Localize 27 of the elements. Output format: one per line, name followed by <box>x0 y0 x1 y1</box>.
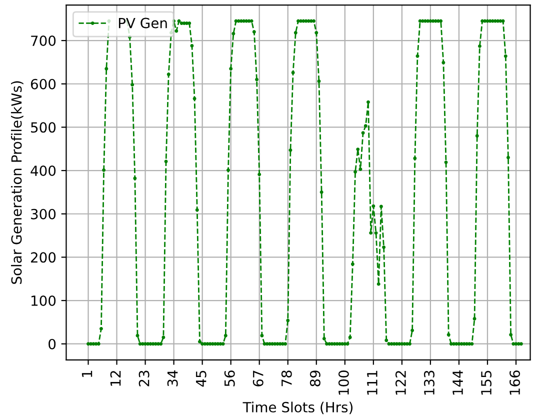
y-axis-title: Solar Generation Profile(kWs) <box>10 81 24 284</box>
x-tick-label: 56 <box>224 370 235 386</box>
x-tick-label: 166 <box>510 370 520 395</box>
x-tick-label: 100 <box>338 370 349 395</box>
y-tick-label: 300 <box>31 208 56 220</box>
x-tick-label: 67 <box>252 370 264 386</box>
y-tick-label: 500 <box>31 122 56 133</box>
x-tick-label: 155 <box>481 370 492 395</box>
x-tick-label: 111 <box>367 370 378 395</box>
x-tick-label: 1 <box>82 370 92 377</box>
x-tick-label: 144 <box>452 370 463 395</box>
x-axis-title: Time Slots (Hrs) <box>242 402 352 414</box>
legend-label: PV Gen <box>118 18 167 28</box>
y-tick-label: 400 <box>30 166 56 176</box>
x-tick-label: 122 <box>395 371 406 395</box>
x-tick-label: 23 <box>138 370 150 386</box>
x-tick-label: 89 <box>310 370 320 386</box>
y-tick-label: 600 <box>30 78 56 90</box>
x-tick-label: 78 <box>281 370 292 386</box>
y-tick-label: 700 <box>31 36 56 46</box>
x-tick-label: 133 <box>424 370 434 395</box>
y-tick-label: 100 <box>32 296 56 306</box>
x-tick-label: 12 <box>110 371 121 386</box>
y-tick-label: 0 <box>48 338 56 350</box>
x-tick-label: 45 <box>196 370 206 387</box>
y-tick-label: 200 <box>31 252 56 263</box>
x-tick-label: 34 <box>167 370 178 386</box>
